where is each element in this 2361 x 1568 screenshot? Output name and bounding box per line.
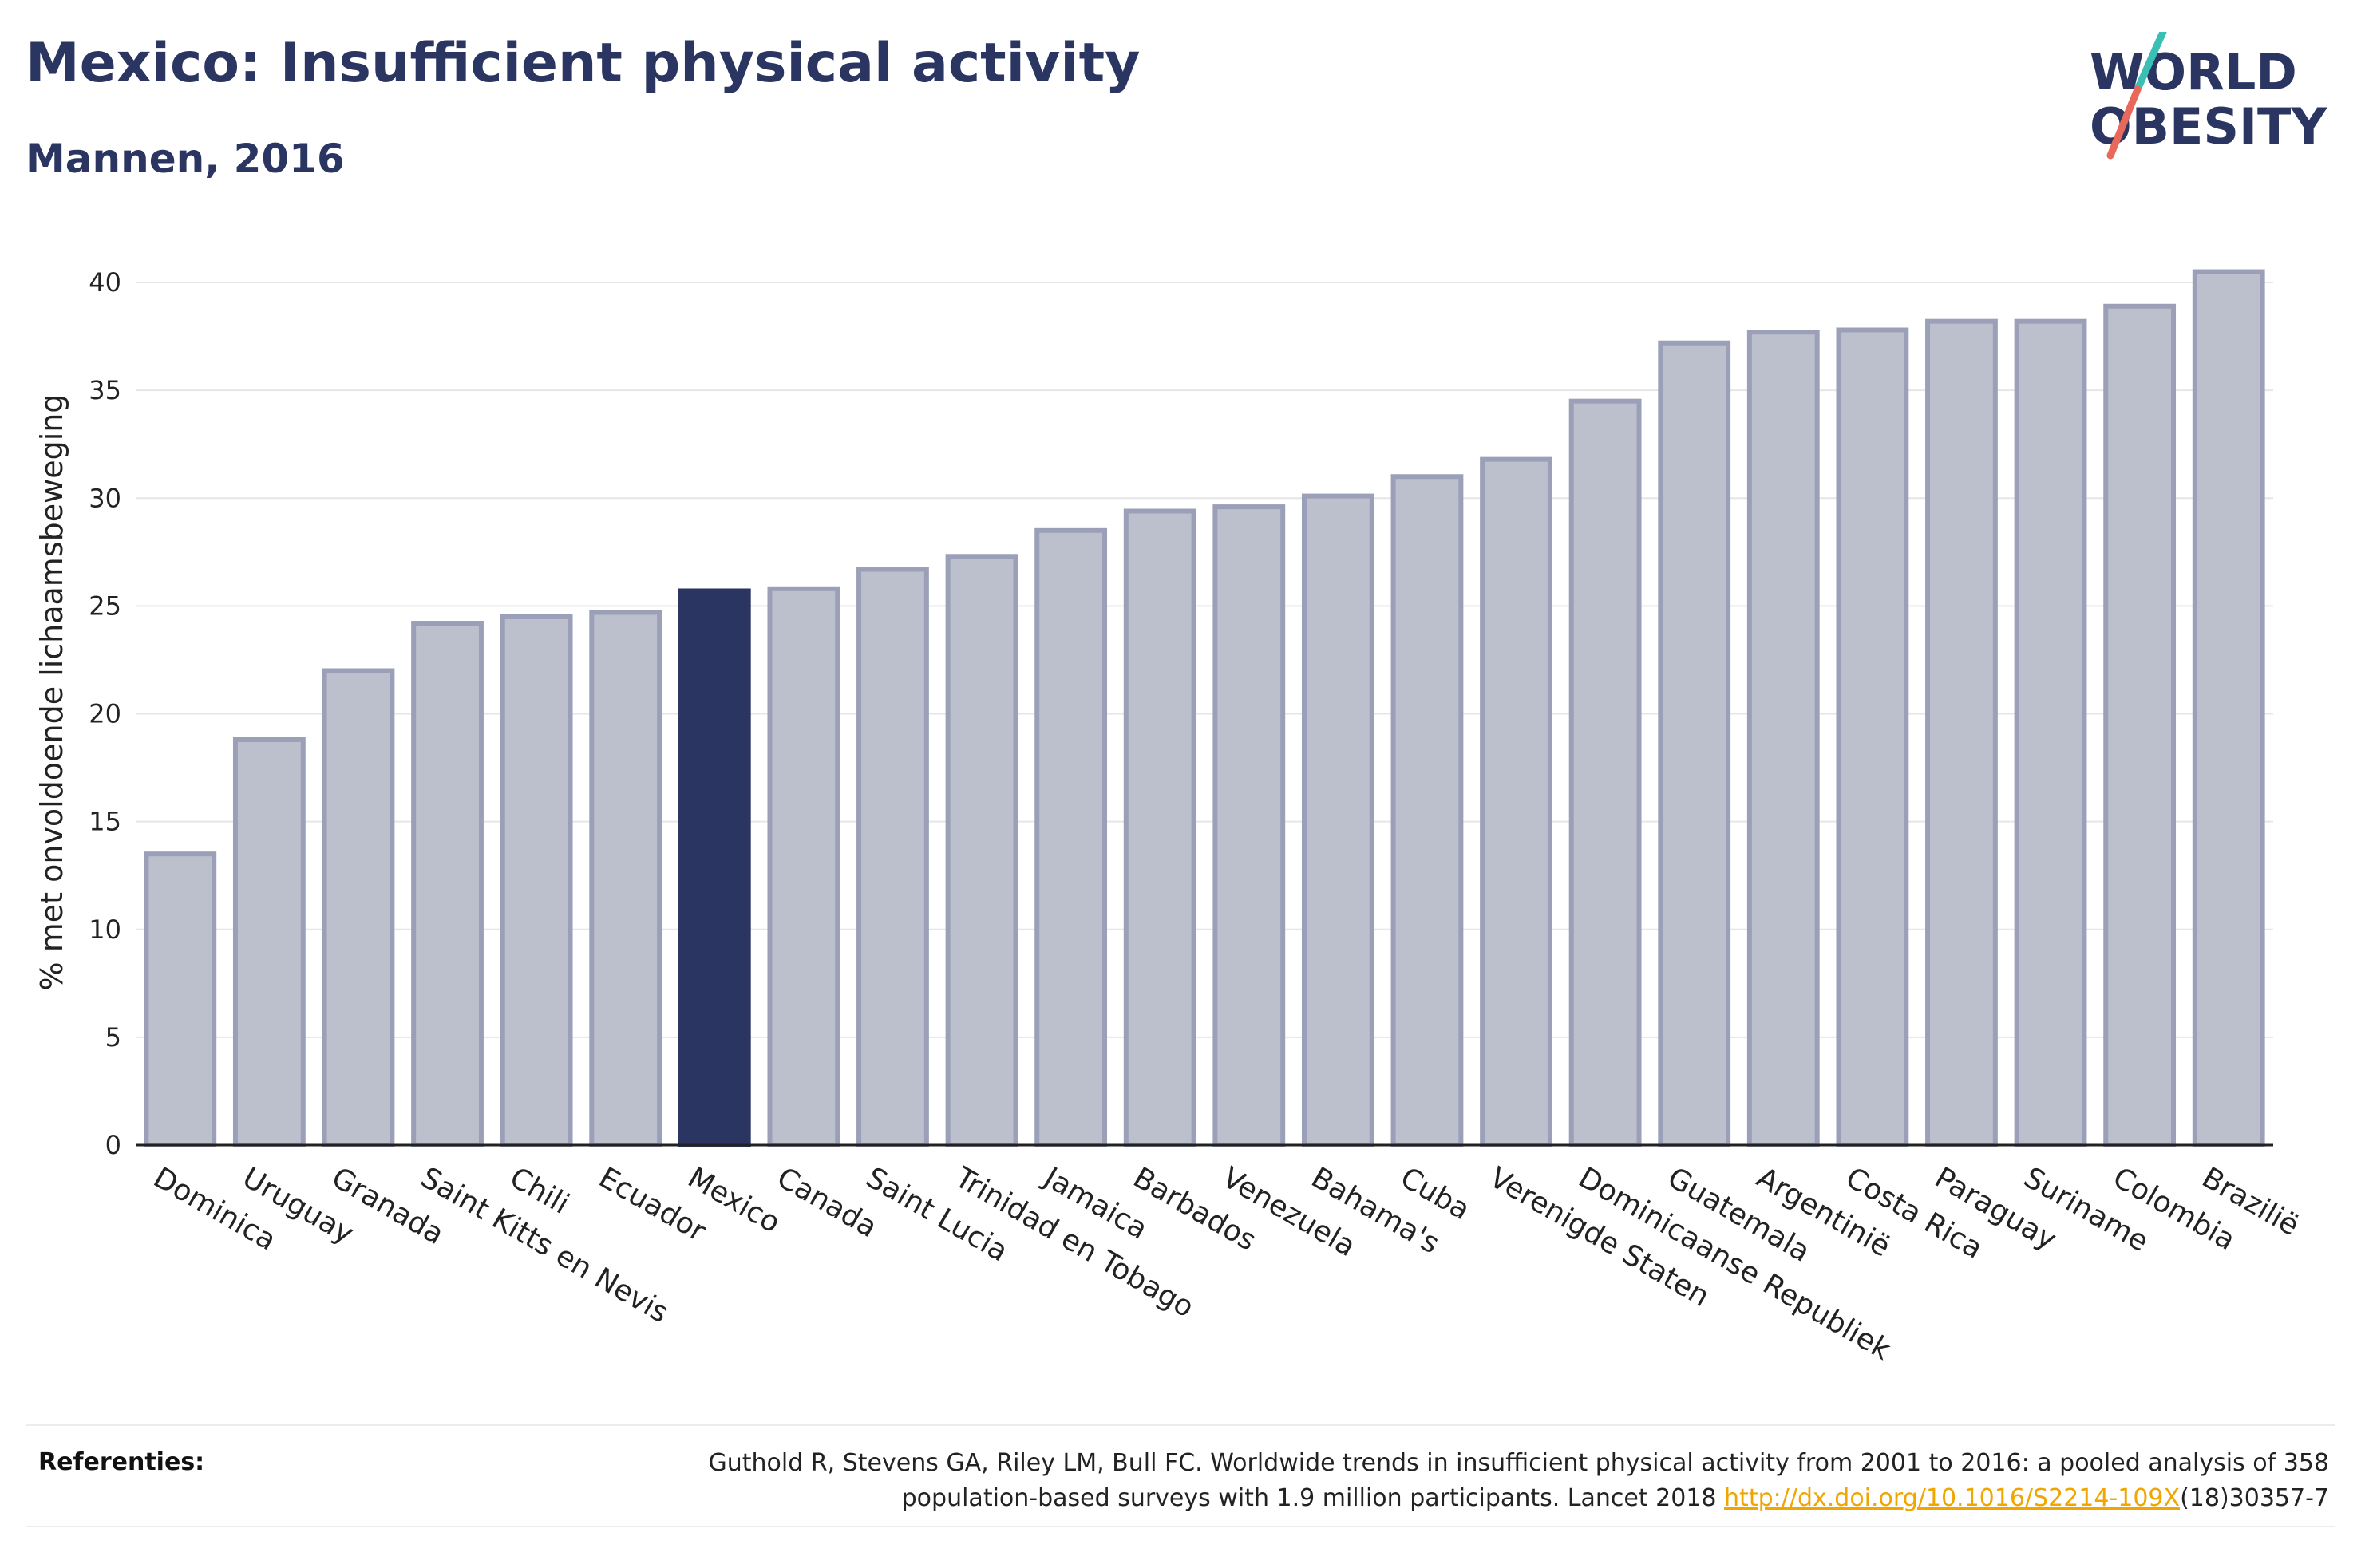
y-tick-label: 25: [89, 590, 121, 621]
bar: [144, 851, 217, 1148]
logo-line1: WORLD: [2090, 43, 2297, 101]
bar: [2014, 318, 2087, 1148]
reference-line2: population-based surveys with 1.9 millio…: [901, 1484, 1725, 1512]
bar: [1658, 340, 1731, 1147]
y-tick-label: 40: [89, 267, 121, 298]
references-text: Guthold R, Stevens GA, Riley LM, Bull FC…: [493, 1446, 2329, 1516]
bar: [500, 614, 573, 1147]
logo-slash-teal: [2134, 32, 2167, 93]
y-tick-label: 30: [89, 483, 121, 513]
y-tick-label: 35: [89, 375, 121, 405]
bar: [322, 668, 395, 1147]
bar: [1568, 398, 1642, 1147]
bar-chart: 0510152025303540DominicaUruguayGranadaSa…: [34, 267, 2304, 1367]
x-tick-label: Canada: [771, 1161, 882, 1244]
bar: [411, 621, 484, 1147]
bar: [1925, 318, 1998, 1148]
y-tick-label: 5: [105, 1022, 121, 1053]
y-tick-label: 10: [89, 914, 121, 945]
bar: [1480, 456, 1552, 1147]
world-obesity-logo: WORLD OBESITY: [2090, 32, 2327, 160]
reference-doi-link[interactable]: http://dx.doi.org/10.1016/S2214-109X: [1724, 1484, 2181, 1512]
reference-line2-end: (18)30357-7: [2180, 1484, 2329, 1512]
bar: [2192, 269, 2265, 1147]
bar: [1123, 508, 1196, 1147]
bar: [1301, 493, 1374, 1147]
bar: [767, 586, 840, 1147]
bar: [589, 610, 662, 1147]
y-axis-label: % met onvoldoende lichaamsbeweging: [34, 394, 69, 991]
reference-line1: Guthold R, Stevens GA, Riley LM, Bull FC…: [708, 1449, 2329, 1477]
y-tick-label: 0: [105, 1130, 121, 1160]
bar: [1034, 527, 1108, 1147]
bar: [1746, 330, 1820, 1147]
page-title: Mexico: Insufficient physical activity: [26, 32, 1141, 95]
bar: [945, 554, 1018, 1147]
divider-bottom: [26, 1526, 2335, 1527]
y-tick-label: 20: [89, 699, 121, 729]
logo-slash-coral: [2106, 85, 2142, 160]
bar: [1212, 504, 1286, 1147]
bar: [232, 737, 306, 1147]
bar: [856, 567, 929, 1147]
references-label: Referenties:: [38, 1448, 205, 1476]
y-tick-label: 15: [89, 807, 121, 837]
bar: [1836, 327, 1909, 1147]
divider-top: [26, 1424, 2335, 1426]
bar: [2103, 303, 2177, 1147]
bar: [1390, 474, 1464, 1147]
page-subtitle: Mannen, 2016: [26, 136, 345, 182]
bar: [678, 588, 751, 1147]
